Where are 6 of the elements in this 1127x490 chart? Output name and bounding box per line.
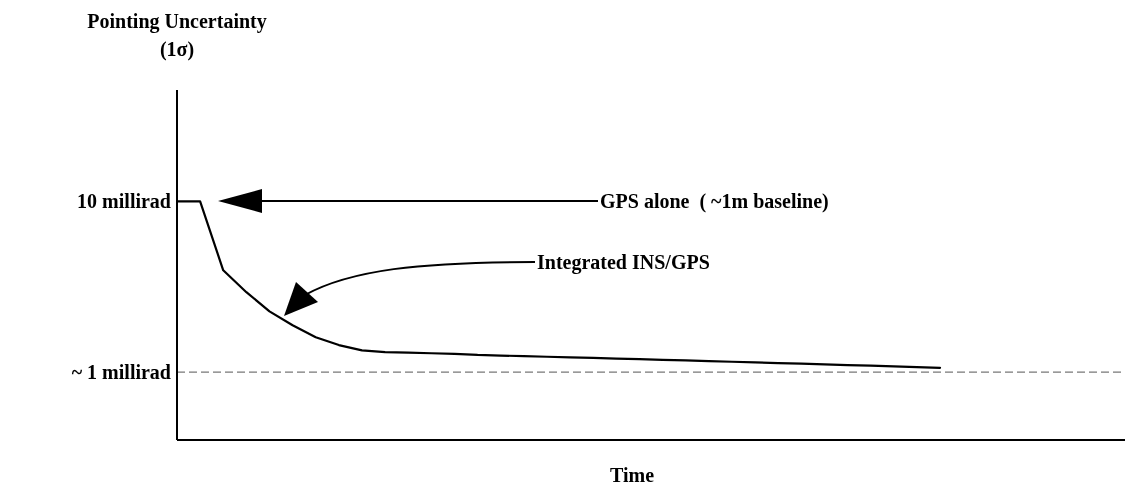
y-tick-label: 10 millirad	[77, 190, 171, 213]
y-tick-label: ~ 1 millirad	[71, 361, 171, 384]
annotation: Integrated INS/GPS	[537, 251, 710, 274]
annotation: GPS alone ( ~1m baseline)	[600, 190, 829, 213]
y-axis-title: Pointing Uncertainty (1σ)	[87, 10, 267, 61]
x-axis-title: Time	[609, 464, 655, 486]
